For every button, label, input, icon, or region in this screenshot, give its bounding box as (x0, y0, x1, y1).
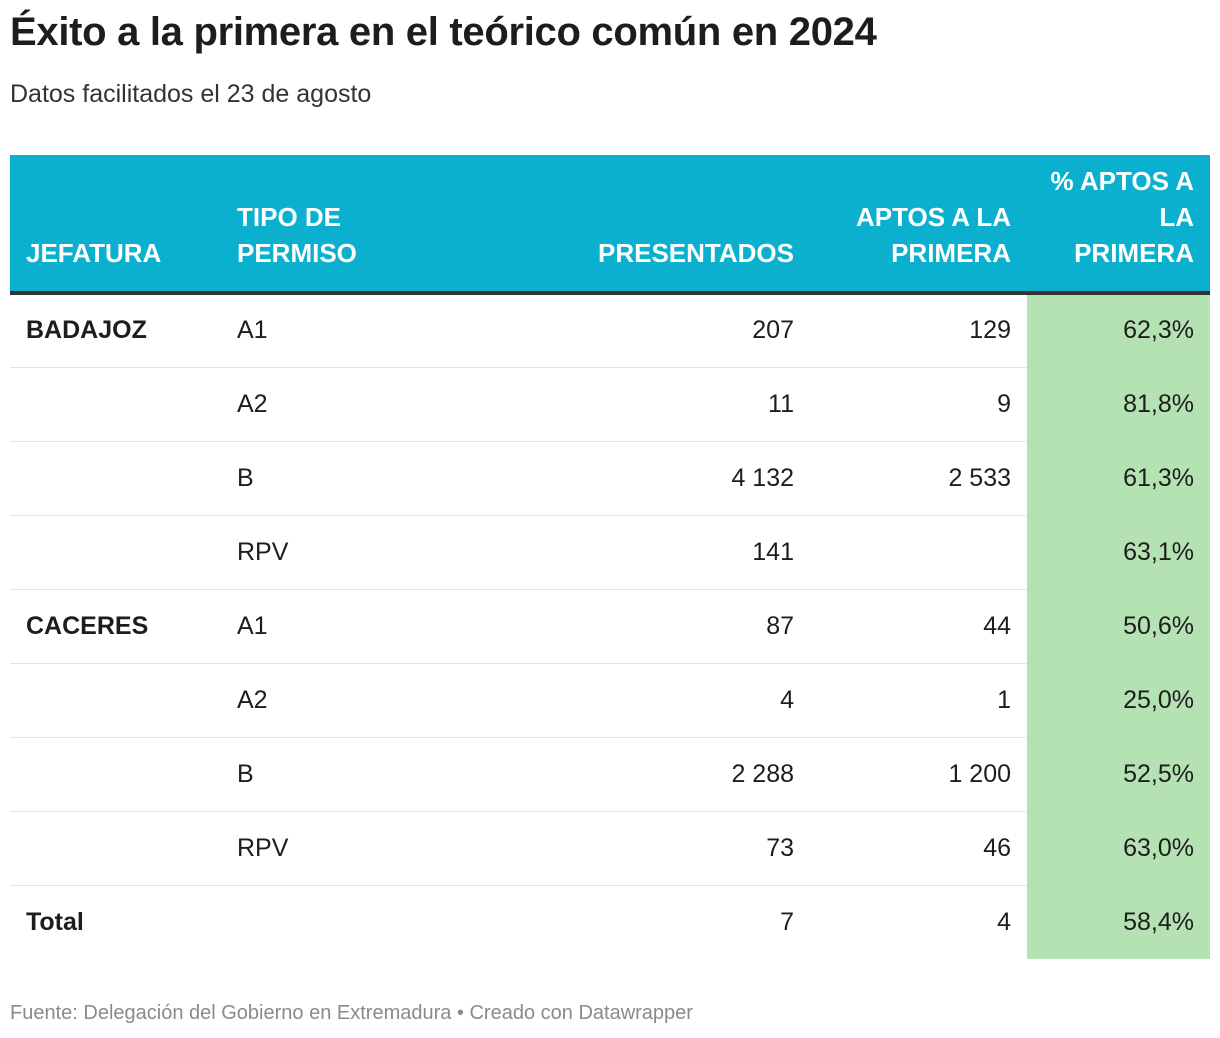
cell-pct-aptos-a-la-primera: 52,5% (1027, 737, 1210, 812)
cell-tipo-de-permiso: RPV (221, 811, 459, 886)
chart-title: Éxito a la primera en el teórico común e… (10, 10, 877, 54)
cell-aptos-a-la-primera: 46 (810, 811, 1027, 886)
cell-jefatura (10, 441, 221, 516)
table-row: A2 11 9 81,8% (10, 367, 1210, 442)
source-note: Fuente: Delegación del Gobierno en Extre… (10, 1002, 693, 1024)
table-header-row: JEFATURA TIPO DE PERMISO PRESENTADOS APT… (10, 155, 1210, 295)
cell-aptos-a-la-primera: 4 (997, 907, 1011, 936)
cell-jefatura: BADAJOZ (10, 293, 221, 368)
cell-aptos-a-la-primera: 44 (810, 589, 1027, 664)
table-row: RPV 73 46 63,0% (10, 811, 1210, 886)
data-table: JEFATURA TIPO DE PERMISO PRESENTADOS APT… (10, 155, 1210, 959)
cell-presentados: 207 (459, 293, 810, 368)
cell-tipo-de-permiso: A1 (221, 589, 459, 664)
cell-jefatura (10, 367, 221, 442)
table-row: BADAJOZ A1 207 129 62,3% (10, 293, 1210, 368)
cell-presentados: 73 (459, 811, 810, 886)
cell-jefatura: Total (26, 907, 84, 936)
cell-presentados: 87 (459, 589, 810, 664)
cell-aptos-a-la-primera (810, 515, 1027, 590)
chart-subtitle: Datos facilitados el 23 de agosto (10, 80, 372, 108)
cell-pct-aptos-a-la-primera: 81,8% (1027, 367, 1210, 442)
table-row: CACERES A1 87 44 50,6% (10, 589, 1210, 664)
cell-tipo-de-permiso (221, 885, 459, 959)
cell-pct-aptos-a-la-primera: 63,1% (1027, 515, 1210, 590)
column-header-tipo-de-permiso[interactable]: TIPO DE PERMISO (221, 155, 459, 295)
table-body: BADAJOZ A1 207 129 62,3% A2 11 9 81,8% B 4 132 2 53… (10, 293, 1210, 959)
cell-jefatura (10, 515, 221, 590)
cell-presentados: 2 288 (459, 737, 810, 812)
cell-jefatura (10, 663, 221, 738)
table-row: A2 4 1 25,0% (10, 663, 1210, 738)
cell-aptos-a-la-primera: 1 (810, 663, 1027, 738)
cell-aptos-a-la-primera: 1 200 (810, 737, 1027, 812)
cell-pct-aptos-a-la-primera: 50,6% (1027, 589, 1210, 664)
table-row: RPV 141 63,1% (10, 515, 1210, 590)
cell-presentados: 7 (780, 907, 794, 936)
cell-presentados: 4 (459, 663, 810, 738)
cell-presentados: 4 132 (459, 441, 810, 516)
cell-tipo-de-permiso: B (221, 737, 459, 812)
cell-aptos-a-la-primera: 2 533 (810, 441, 1027, 516)
cell-aptos-a-la-primera: 129 (810, 293, 1027, 368)
cell-jefatura (10, 737, 221, 812)
cell-pct-aptos-a-la-primera: 58,4% (1027, 885, 1210, 959)
column-header-presentados[interactable]: PRESENTADOS (459, 155, 810, 295)
cell-tipo-de-permiso: RPV (221, 515, 459, 590)
cell-tipo-de-permiso: A2 (221, 367, 459, 442)
column-header-jefatura[interactable]: JEFATURA (10, 155, 221, 295)
cell-jefatura (10, 811, 221, 886)
table-row: Total 7 4 58,4% (10, 885, 1210, 959)
cell-pct-aptos-a-la-primera: 63,0% (1027, 811, 1210, 886)
column-header-aptos-a-la-primera[interactable]: APTOS A LA PRIMERA (810, 155, 1027, 295)
cell-tipo-de-permiso: A2 (221, 663, 459, 738)
cell-tipo-de-permiso: A1 (221, 293, 459, 368)
cell-aptos-a-la-primera: 9 (810, 367, 1027, 442)
cell-pct-aptos-a-la-primera: 61,3% (1027, 441, 1210, 516)
cell-tipo-de-permiso: B (221, 441, 459, 516)
column-header-pct-aptos-a-la-primera[interactable]: % APTOS A LA PRIMERA (1027, 155, 1210, 295)
cell-pct-aptos-a-la-primera: 25,0% (1027, 663, 1210, 738)
cell-pct-aptos-a-la-primera: 62,3% (1027, 293, 1210, 368)
cell-presentados: 141 (459, 515, 810, 590)
cell-presentados: 11 (459, 367, 810, 442)
cell-jefatura: CACERES (10, 589, 221, 664)
